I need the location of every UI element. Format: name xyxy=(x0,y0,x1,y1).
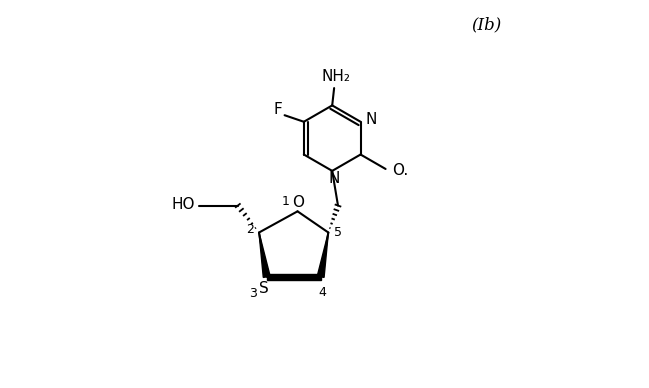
Text: O: O xyxy=(292,196,304,210)
Polygon shape xyxy=(267,274,321,280)
Text: N: N xyxy=(328,171,340,186)
Text: NH₂: NH₂ xyxy=(321,69,350,84)
Text: 4: 4 xyxy=(319,286,326,299)
Text: (Ib): (Ib) xyxy=(471,17,502,34)
Text: 2: 2 xyxy=(247,223,254,236)
Text: 1: 1 xyxy=(282,195,290,208)
Text: N: N xyxy=(365,113,377,127)
Text: 5: 5 xyxy=(334,226,342,239)
Text: S: S xyxy=(259,281,269,296)
Polygon shape xyxy=(317,232,328,277)
Text: HO: HO xyxy=(171,197,195,212)
Text: F: F xyxy=(274,102,282,116)
Text: O.: O. xyxy=(393,163,409,178)
Polygon shape xyxy=(259,232,270,277)
Text: 3: 3 xyxy=(249,286,257,300)
